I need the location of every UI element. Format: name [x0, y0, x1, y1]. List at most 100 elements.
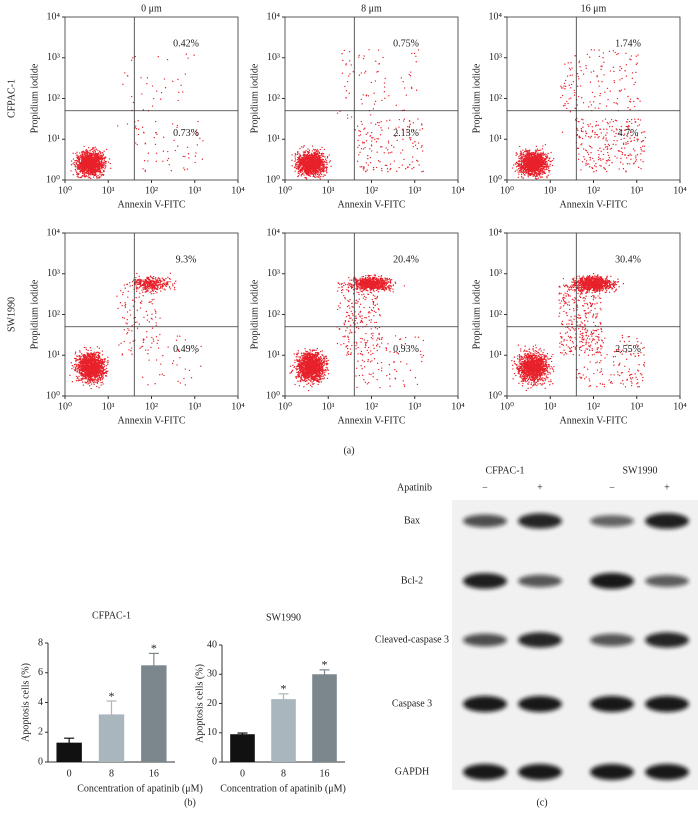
x-tick-label: 10⁰ [278, 185, 292, 196]
blot-band [645, 575, 689, 587]
blot-band [518, 574, 562, 588]
blot-band [518, 513, 562, 529]
x-tick-label: 10⁰ [278, 401, 292, 412]
y-tick-label: 10² [47, 93, 60, 104]
chart-title: CFPAC-1 [92, 610, 131, 621]
x-tick-label: 10⁴ [231, 401, 245, 412]
blot-band [645, 696, 689, 712]
event-dots [289, 274, 425, 392]
y-tick-label: 10⁰ [266, 390, 280, 401]
blot-band [590, 633, 634, 647]
blot-band [463, 514, 507, 528]
x-tick-label: 10⁴ [231, 185, 245, 196]
x-tick-label: 10⁰ [58, 185, 72, 196]
blot-band [590, 515, 634, 527]
x-axis-label: Concentration of apatinib (μM) [220, 783, 346, 794]
x-tick-label: 10² [365, 401, 378, 412]
y-tick-label: 2 [38, 727, 43, 738]
y-axis-label: Propidium iodide [249, 63, 260, 133]
x-tick-label: 10¹ [102, 185, 115, 196]
x-tick-label: 10² [145, 401, 158, 412]
bar [271, 699, 296, 762]
x-tick-label: 10⁴ [451, 401, 465, 412]
x-tick-label: 10¹ [102, 401, 115, 412]
blot-band [590, 764, 634, 780]
y-tick-label: 10⁴ [47, 11, 61, 22]
y-tick-label: 10² [489, 309, 502, 320]
y-tick-label: 4 [38, 697, 43, 708]
y-axis-label: Propidium iodide [471, 279, 482, 349]
y-tick-label: 10¹ [489, 350, 502, 361]
bar [56, 742, 82, 762]
protein-label: Bax [404, 515, 420, 526]
x-axis-label: Annexin V-FITC [559, 415, 627, 426]
x-tick-label: 10³ [188, 401, 201, 412]
chart-title: SW1990 [266, 612, 301, 623]
y-tick-label: 10⁴ [489, 227, 503, 238]
lane-sign: + [537, 482, 543, 493]
y-tick-label: 10² [267, 93, 280, 104]
row-label: CFPAC-1 [6, 79, 17, 118]
blot-band [463, 764, 507, 780]
column-title: 8 μm [361, 3, 382, 14]
significance-mark: * [151, 641, 157, 655]
blot-band [645, 513, 689, 529]
x-tick-label: 10⁴ [451, 185, 465, 196]
blot-band [463, 696, 507, 712]
column-title: 16 μm [581, 3, 607, 14]
treatment-label: Apatinib [397, 482, 432, 493]
y-tick-label: 6 [38, 667, 43, 678]
blot-band [590, 573, 634, 589]
y-tick-label: 10³ [489, 268, 502, 279]
y-tick-label: 10⁰ [266, 174, 280, 185]
lane-sign: − [482, 482, 488, 493]
protein-label: Cleaved-caspase 3 [375, 634, 449, 645]
bar [98, 714, 125, 762]
y-tick-label: 10² [47, 309, 60, 320]
x-tick-label: 10¹ [544, 401, 557, 412]
protein-label: Bcl-2 [401, 575, 423, 586]
x-tick-label: 8 [281, 768, 286, 779]
x-axis-label: Annexin V-FITC [559, 199, 627, 210]
quadrant-percent: 4.7% [618, 128, 639, 139]
blot-band [518, 764, 562, 780]
y-tick-label: 0 [38, 756, 43, 767]
panel-label: (a) [343, 445, 354, 456]
y-tick-label: 10³ [47, 52, 60, 63]
panel-label: (b) [184, 797, 196, 808]
blot-band [645, 632, 689, 648]
y-tick-label: 40 [207, 639, 217, 650]
y-tick-label: 20 [207, 698, 217, 709]
quadrant-percent: 0.93% [393, 344, 419, 355]
lane-sign: + [664, 482, 670, 493]
x-tick-label: 10¹ [322, 185, 335, 196]
y-tick-label: 10⁰ [46, 174, 60, 185]
y-axis-label: Apoptosis cells (%) [194, 664, 205, 743]
blot-band [518, 632, 562, 648]
blot-band [463, 633, 507, 647]
y-tick-label: 10⁴ [267, 227, 281, 238]
x-tick-label: 16 [149, 768, 159, 779]
blot-band [645, 764, 689, 780]
x-tick-label: 0 [67, 768, 72, 779]
x-tick-label: 10⁴ [673, 185, 687, 196]
panel-label: (c) [536, 797, 547, 808]
y-axis-label: Apoptosis cells (%) [20, 663, 31, 742]
x-tick-label: 10³ [188, 185, 201, 196]
x-tick-label: 10³ [408, 401, 421, 412]
y-tick-label: 10⁴ [267, 11, 281, 22]
x-tick-label: 10³ [630, 401, 643, 412]
lane-sign: − [609, 482, 615, 493]
x-tick-label: 10² [587, 185, 600, 196]
x-tick-label: 10⁰ [500, 401, 514, 412]
x-tick-label: 10³ [408, 185, 421, 196]
x-tick-label: 10¹ [544, 185, 557, 196]
y-tick-label: 10⁴ [47, 227, 61, 238]
blot-band [590, 696, 634, 712]
event-dots [291, 49, 424, 180]
x-tick-label: 16 [320, 768, 330, 779]
quadrant-percent: 20.4% [393, 254, 419, 265]
x-tick-label: 10⁰ [58, 401, 72, 412]
y-tick-label: 10³ [489, 52, 502, 63]
